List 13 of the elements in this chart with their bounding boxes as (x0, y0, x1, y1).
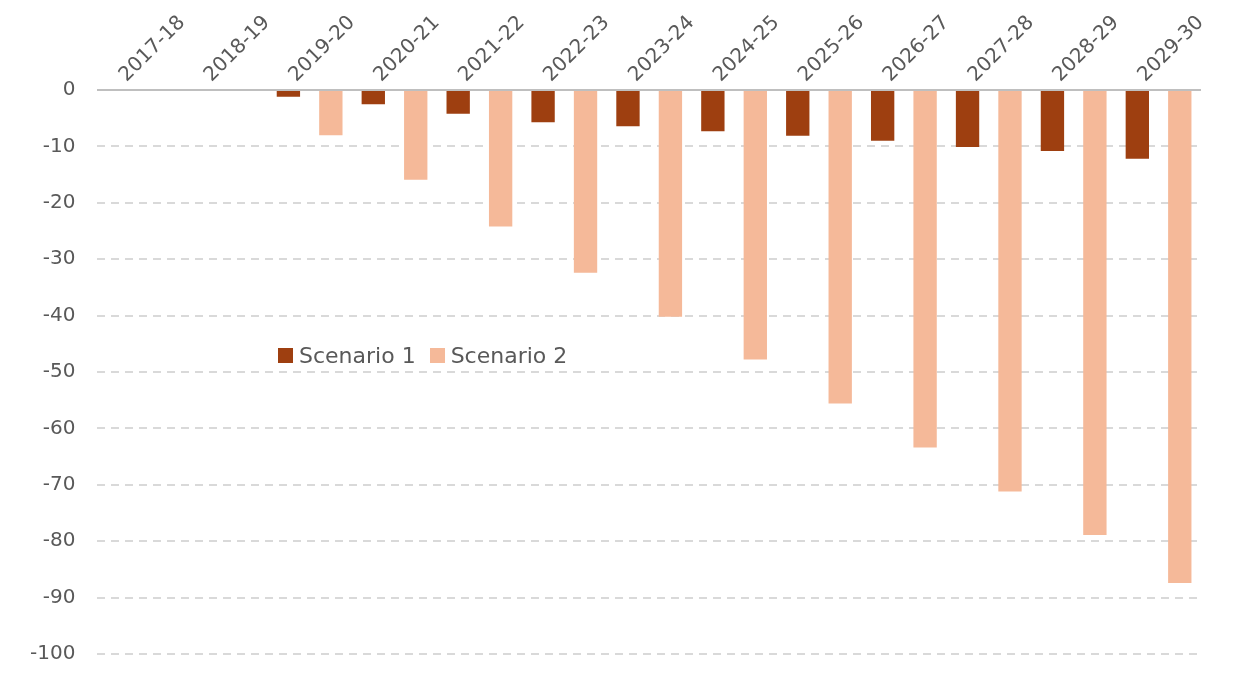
y-tick-label: -50 (42, 358, 76, 383)
y-tick-label: -60 (42, 414, 76, 439)
y-tick-label: -80 (42, 527, 76, 552)
legend-label: Scenario 1 (299, 343, 416, 368)
y-tick-label: -70 (42, 471, 76, 496)
y-tick-label: -10 (42, 132, 76, 157)
y-tick-label: -20 (42, 189, 76, 214)
y-tick-label: -40 (42, 301, 76, 326)
y-tick-label: 0 (62, 76, 76, 101)
y-tick-label: -100 (30, 640, 76, 665)
legend-label: Scenario 2 (450, 343, 568, 368)
y-tick-label: -30 (42, 245, 76, 270)
y-tick-label: -90 (42, 583, 76, 608)
